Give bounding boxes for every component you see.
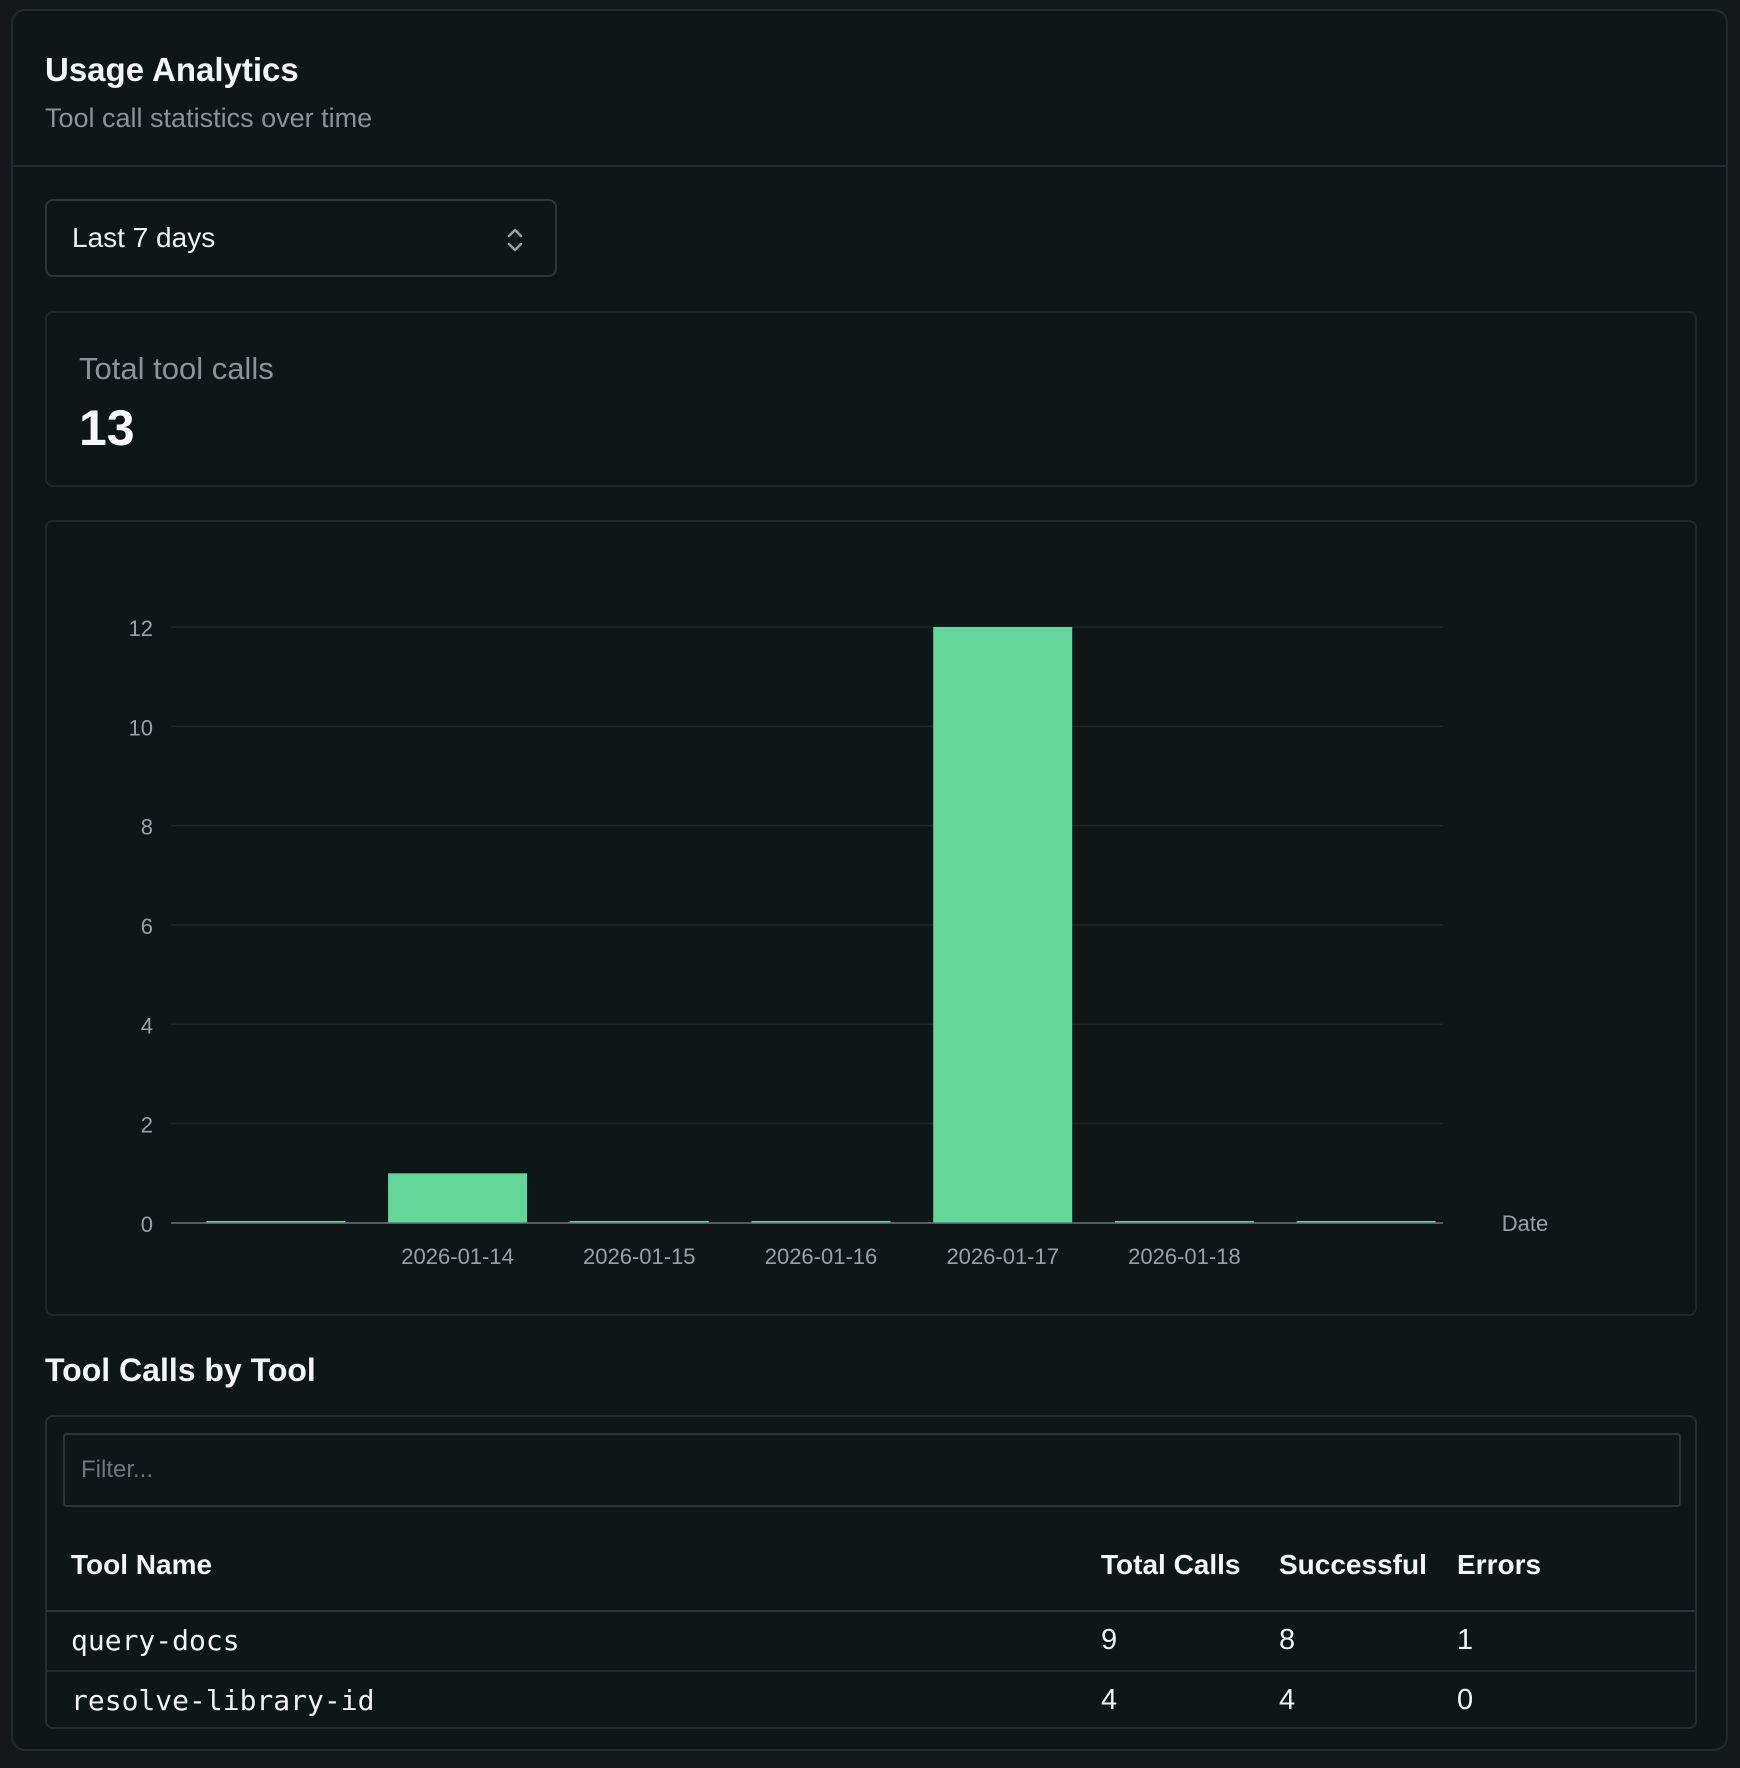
time-range-value: Last 7 days [72,222,216,253]
x-tick-label: 2026-01-18 [1128,1244,1241,1269]
column-header-total-calls[interactable]: Total Calls [1101,1549,1241,1580]
column-header-successful[interactable]: Successful [1279,1549,1427,1580]
successful-cell: 4 [1279,1684,1296,1716]
table-row[interactable]: query-docs 9 8 1 [47,1612,1695,1670]
tool-name-cell: resolve-library-id [71,1684,375,1717]
total-calls-stat: Total tool calls 13 [45,311,1697,487]
y-tick-label: 12 [129,616,153,641]
bar-chart-svg: 0 2 4 6 8 10 12 2026-01-14 2026-01-15 2026-01-16 2… [129,616,1549,1269]
table-row[interactable]: resolve-library-id 4 4 0 [47,1670,1695,1727]
bar [388,1173,528,1223]
y-tick-label: 6 [141,914,153,939]
tool-name-cell: query-docs [71,1624,240,1657]
tool-calls-table: Tool Name Total Calls Successful Errors … [45,1415,1697,1729]
y-tick-label: 0 [141,1212,153,1237]
y-tick-label: 2 [141,1113,153,1138]
column-header-errors[interactable]: Errors [1457,1549,1542,1580]
stat-value: 13 [79,400,135,456]
card-header: Usage Analytics Tool call statistics ove… [13,11,1726,167]
bar [751,1221,891,1223]
y-tick-label: 4 [141,1013,153,1038]
calls-chart: 0 2 4 6 8 10 12 2026-01-14 2026-01-15 2026-01-16 2… [45,520,1697,1316]
bar [1114,1221,1254,1223]
section-title: Tool Calls by Tool [45,1352,316,1388]
bar [1296,1221,1436,1223]
y-tick-label: 10 [129,715,153,740]
header-divider [47,1610,1695,1612]
errors-cell: 1 [1457,1624,1474,1656]
x-tick-label: 2026-01-15 [583,1244,696,1269]
successful-cell: 8 [1279,1624,1296,1656]
usage-analytics-card: Usage Analytics Tool call statistics ove… [11,9,1728,1751]
column-header-tool-name[interactable]: Tool Name [71,1549,213,1580]
stat-label: Total tool calls [79,351,274,386]
filter-input[interactable] [63,1433,1681,1507]
bar [206,1221,346,1223]
errors-cell: 0 [1457,1684,1474,1716]
total-calls-cell: 9 [1101,1624,1118,1656]
x-tick-label: 2026-01-17 [946,1244,1059,1269]
bar [569,1221,709,1223]
chevron-up-down-icon [507,228,523,252]
x-tick-label: 2026-01-16 [765,1244,878,1269]
bar [933,627,1073,1223]
time-range-select[interactable]: Last 7 days [45,199,557,277]
y-tick-label: 8 [141,815,153,840]
x-tick-label: 2026-01-14 [401,1244,514,1269]
page-title: Usage Analytics [45,51,299,88]
page-subtitle: Tool call statistics over time [45,103,373,133]
total-calls-cell: 4 [1101,1684,1118,1716]
x-axis-label: Date [1502,1211,1548,1236]
